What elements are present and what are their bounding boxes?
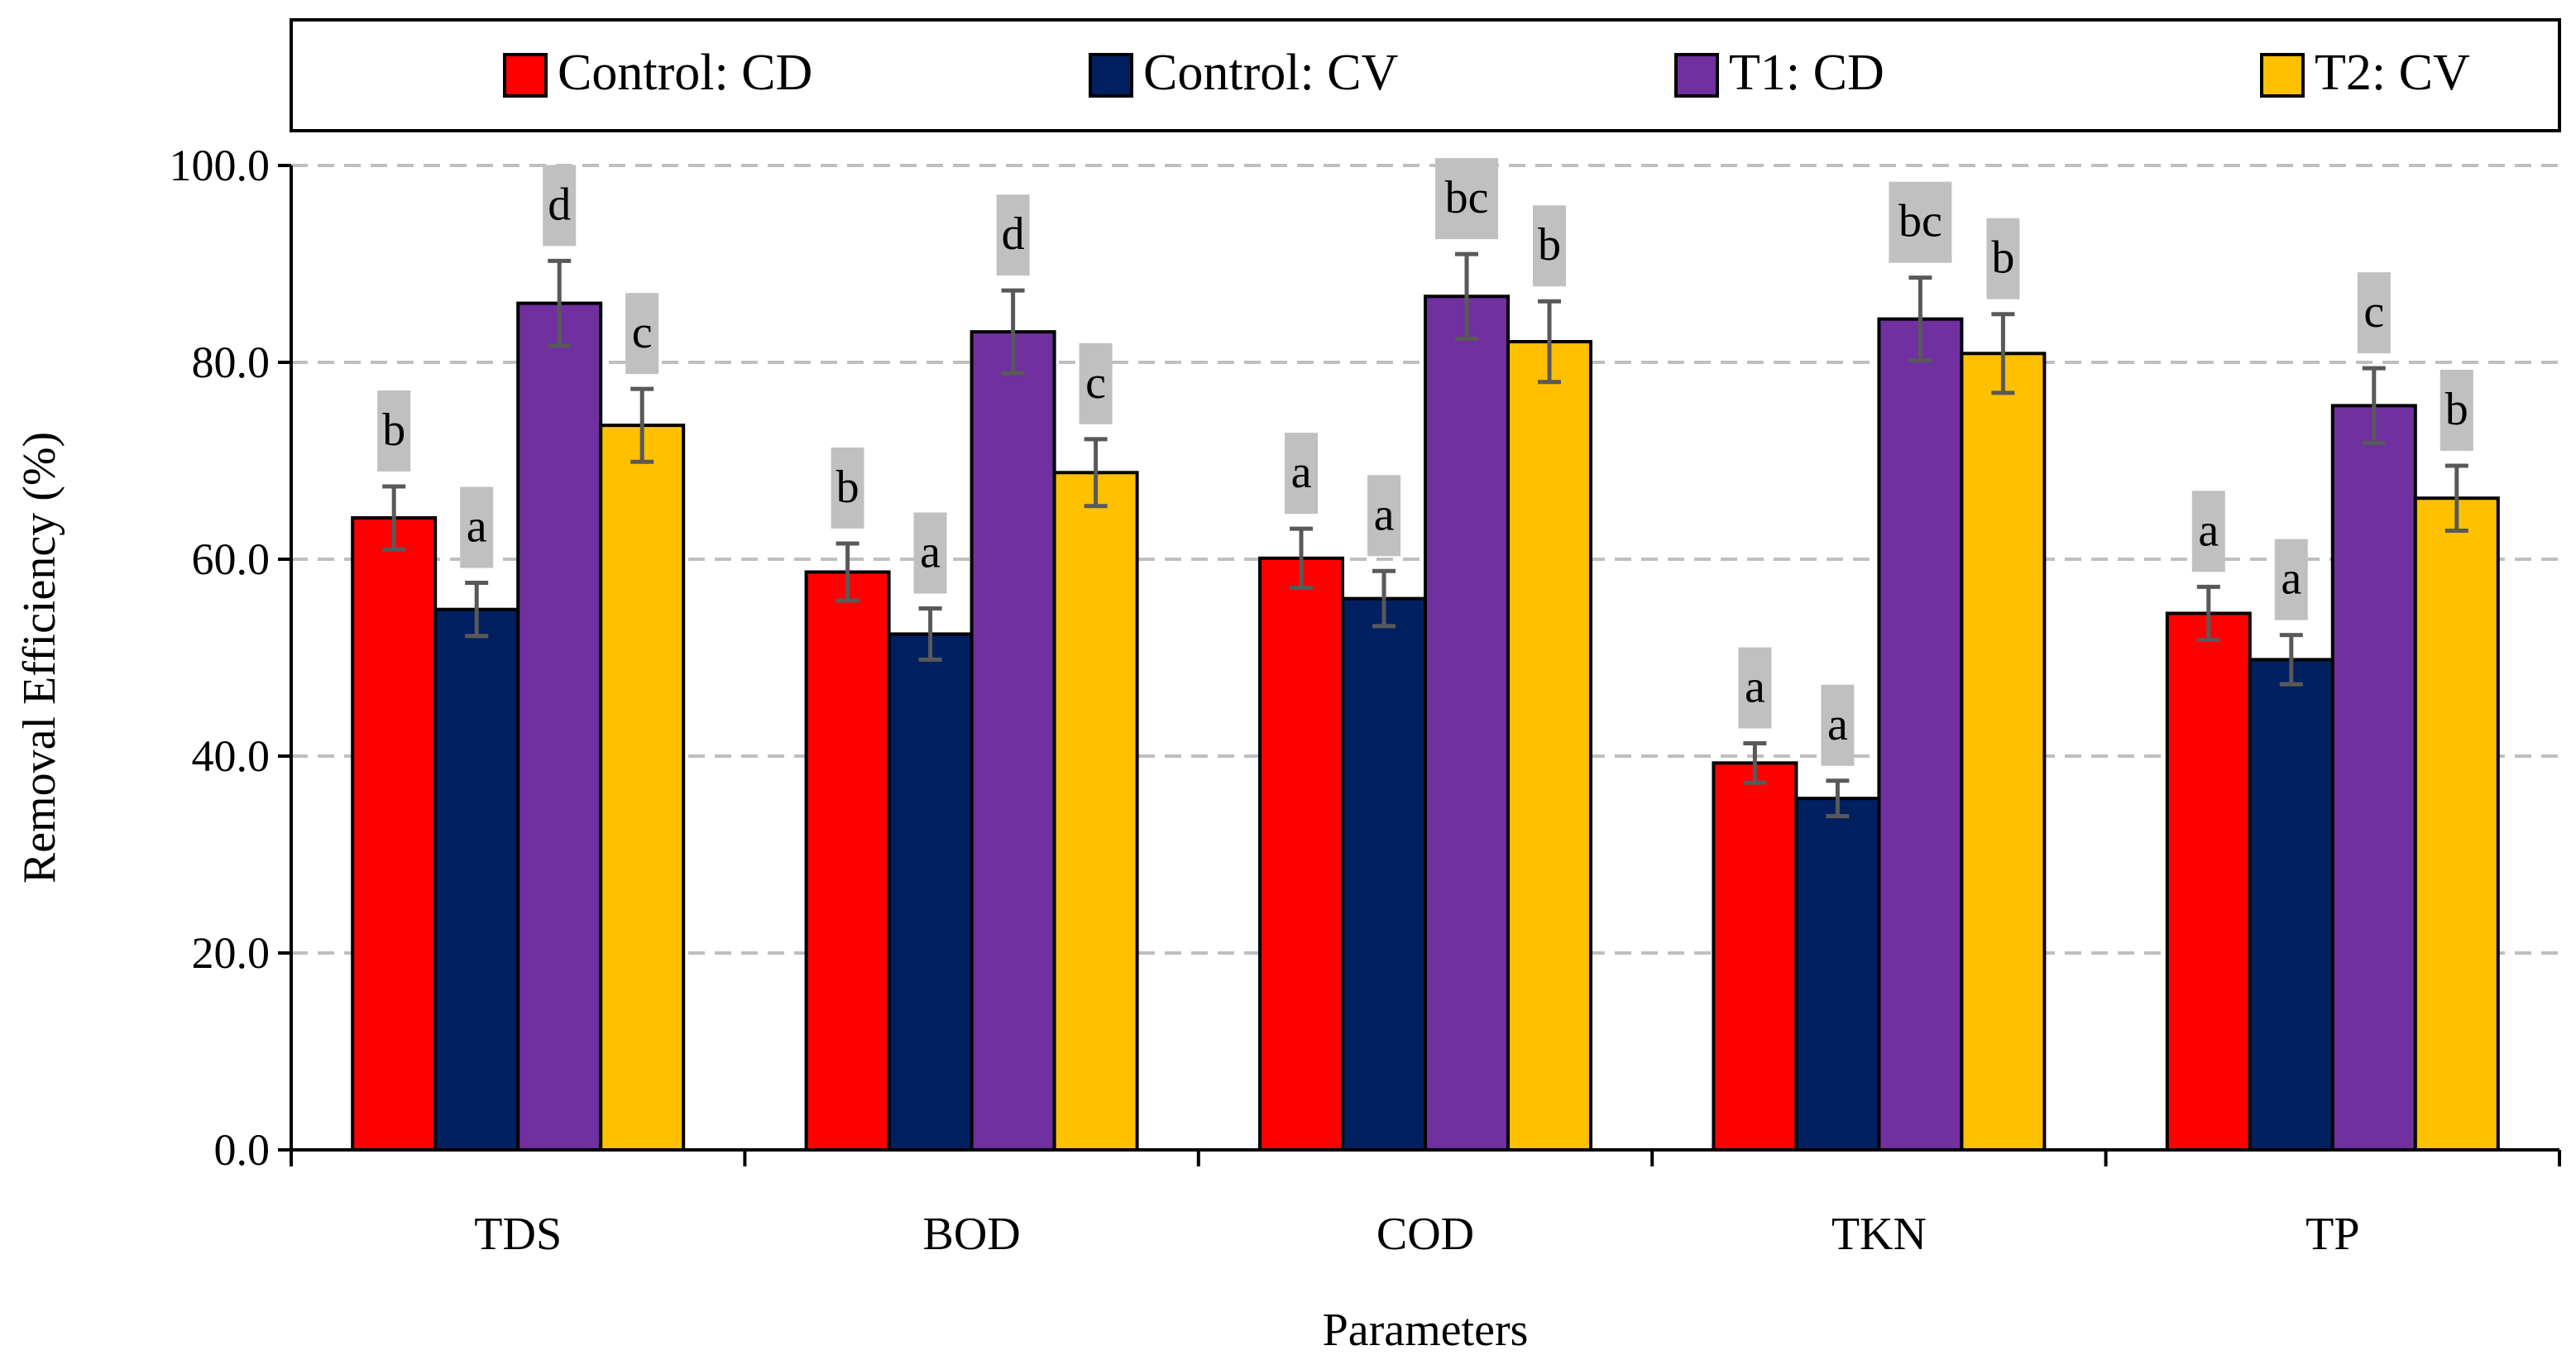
bar xyxy=(1794,797,1881,1152)
y-tick-label: 60.0 xyxy=(192,534,271,584)
significance-label-bg xyxy=(2191,491,2225,572)
bar xyxy=(2413,496,2500,1152)
significance-label-bg xyxy=(1285,433,1318,515)
significance-label: a xyxy=(1374,489,1395,540)
x-axis-label: Parameters xyxy=(1323,1305,1529,1356)
significance-label-bg xyxy=(377,390,411,472)
bar xyxy=(516,301,603,1152)
legend-label: Control: CV xyxy=(1143,45,1399,101)
category-label: TKN xyxy=(1831,1209,1927,1260)
y-axis-label: Removal Efficiency (%) xyxy=(14,432,65,884)
significance-label: a xyxy=(467,501,487,553)
significance-label-bg xyxy=(1821,684,1855,766)
significance-label-bg xyxy=(1435,158,1498,240)
category-label: BOD xyxy=(922,1209,1020,1260)
significance-label-bg xyxy=(543,165,577,247)
significance-label-bg xyxy=(2274,539,2308,620)
bar xyxy=(599,424,686,1152)
bar xyxy=(2165,611,2252,1152)
bar xyxy=(1506,340,1592,1152)
significance-label: b xyxy=(382,405,405,456)
significance-label-bg xyxy=(1079,342,1113,424)
significance-label: a xyxy=(1745,662,1765,713)
legend-swatch xyxy=(503,53,548,98)
y-tick-label: 0.0 xyxy=(214,1125,271,1175)
bar xyxy=(970,330,1056,1152)
bar xyxy=(804,570,891,1152)
bar xyxy=(1052,471,1139,1152)
bar xyxy=(1712,761,1798,1152)
significance-label-bg xyxy=(913,512,947,594)
significance-label: a xyxy=(2198,505,2219,556)
significance-label: b xyxy=(2445,384,2468,435)
y-tick-label: 80.0 xyxy=(192,338,271,387)
significance-label: bc xyxy=(1445,172,1489,223)
bar xyxy=(1877,317,1964,1152)
y-tick-label: 100.0 xyxy=(170,141,271,190)
legend-label: T2: CV xyxy=(2315,45,2470,101)
significance-label: d xyxy=(1002,208,1025,260)
significance-label-bg xyxy=(996,194,1030,276)
legend-swatch xyxy=(1089,53,1133,98)
bar xyxy=(2330,404,2417,1152)
bar xyxy=(887,632,974,1152)
bar xyxy=(2248,658,2334,1152)
axes: 0.0 20.0 40.0 60.0 80.0 100.0 TDS BOD COD TKN TP xyxy=(170,141,2561,1260)
significance-label-bg xyxy=(2440,369,2473,451)
significance-label: c xyxy=(2363,286,2384,338)
significance-label: c xyxy=(1085,357,1106,409)
significance-label: d xyxy=(548,179,571,230)
bar xyxy=(351,516,438,1152)
legend-swatch xyxy=(2260,53,2305,98)
significance-label-bg xyxy=(1367,475,1401,557)
legend-label: T1: CD xyxy=(1729,45,1884,101)
significance-label-bg xyxy=(1889,181,1952,263)
significance-label-bg xyxy=(625,293,659,375)
significance-label: a xyxy=(2281,553,2301,605)
category-label: TDS xyxy=(474,1209,562,1260)
significance-label-bg xyxy=(1533,205,1566,287)
y-tick-label: 40.0 xyxy=(192,731,271,781)
significance-label: b xyxy=(1538,219,1561,271)
bar xyxy=(1960,352,2047,1152)
bar xyxy=(433,607,520,1152)
significance-label-bg xyxy=(2357,272,2391,354)
significance-label: b xyxy=(1991,232,2014,284)
significance-label-bg xyxy=(831,447,864,529)
category-label: TP xyxy=(2305,1209,2359,1260)
legend: Control: CD Control: CV T1: CD T2: CV xyxy=(290,18,2561,132)
category-label: COD xyxy=(1377,1209,1474,1260)
significance-label-bg xyxy=(1986,218,2020,299)
bar xyxy=(1424,295,1510,1152)
significance-label: a xyxy=(1827,699,1848,750)
significance-label: bc xyxy=(1898,196,1942,247)
bar xyxy=(1341,596,1427,1152)
bar xyxy=(1258,556,1344,1152)
legend-swatch xyxy=(1674,53,1719,98)
significance-label: c xyxy=(632,307,653,358)
significance-label-bg xyxy=(460,486,494,568)
legend-label: Control: CD xyxy=(558,45,812,101)
significance-label: a xyxy=(1291,447,1312,498)
significance-label: b xyxy=(836,462,859,513)
significance-label-bg xyxy=(1738,647,1772,729)
significance-label: a xyxy=(920,527,941,578)
y-tick-label: 20.0 xyxy=(192,928,271,978)
legend-box xyxy=(290,18,2561,132)
